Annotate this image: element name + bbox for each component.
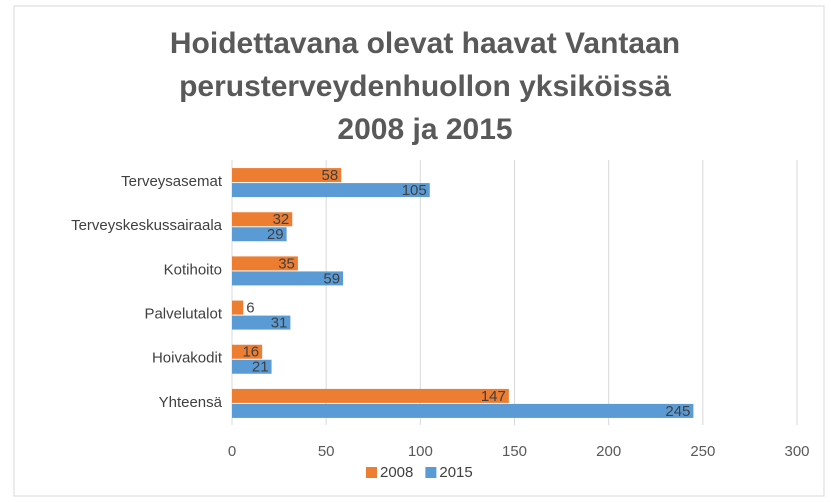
bar [232, 315, 291, 330]
data-label: 32 [273, 211, 290, 228]
bar [232, 403, 694, 418]
bar [232, 359, 272, 374]
x-tick-label: 150 [502, 443, 527, 460]
y-tick-label: Terveysasemat [121, 173, 223, 190]
y-tick-label: Palvelutalot [144, 306, 222, 323]
data-label: 58 [322, 167, 339, 184]
legend-label: 2008 [380, 464, 413, 481]
chart-title: 2008 ja 2015 [337, 113, 512, 146]
bar [232, 300, 244, 315]
data-label: 147 [481, 388, 506, 405]
x-tick-label: 100 [408, 443, 433, 460]
legend-swatch [425, 467, 437, 478]
legend-label: 2015 [439, 464, 472, 481]
y-tick-label: Kotihoito [164, 261, 222, 278]
y-tick-label: Hoivakodit [152, 350, 223, 367]
data-label: 31 [271, 315, 288, 332]
data-label: 16 [242, 344, 259, 361]
data-label: 29 [267, 226, 284, 243]
bar [232, 388, 509, 403]
bar [232, 168, 342, 183]
legend-swatch [366, 467, 377, 478]
x-tick-label: 0 [228, 443, 236, 460]
bar [232, 344, 263, 359]
bar [232, 256, 298, 271]
bar [232, 227, 287, 242]
data-label: 21 [252, 359, 269, 376]
bar [232, 271, 344, 286]
data-label: 59 [323, 270, 340, 287]
data-label: 245 [665, 403, 690, 420]
chart-title: perusterveydenhuollon yksiköissä [179, 70, 671, 103]
x-tick-label: 200 [596, 443, 621, 460]
bar [232, 183, 430, 198]
x-tick-label: 250 [690, 443, 715, 460]
data-label: 6 [246, 300, 254, 317]
chart-title: Hoidettavana olevat haavat Vantaan [170, 27, 680, 60]
bar [232, 212, 293, 227]
y-tick-label: Terveyskeskussairaala [71, 217, 223, 234]
x-tick-label: 50 [318, 443, 335, 460]
data-label: 105 [402, 182, 427, 199]
x-tick-label: 300 [784, 443, 809, 460]
data-label: 35 [278, 255, 295, 272]
y-tick-label: Yhteensä [159, 394, 223, 411]
